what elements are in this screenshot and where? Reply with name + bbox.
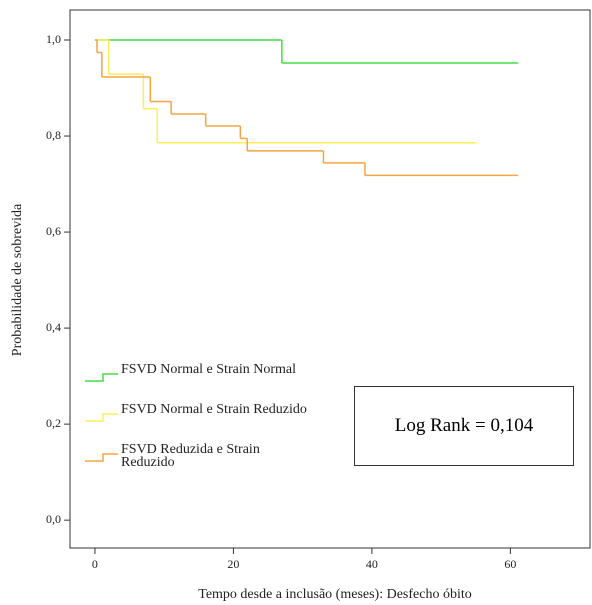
y-tick-label: 0,2 xyxy=(46,416,61,430)
annotation: Log Rank = 0,104 xyxy=(354,386,574,466)
y-axis-label: Probabilidade de sobrevida xyxy=(10,203,25,356)
y-tick-label: 0,0 xyxy=(46,512,61,526)
y-tick-label: 0,4 xyxy=(46,320,61,334)
x-axis-label: Tempo desde a inclusão (meses): Desfecho… xyxy=(198,587,472,602)
legend-label: FSVD Reduzida e Strain Reduzido xyxy=(121,442,260,470)
plot-frame xyxy=(69,9,591,549)
x-tick-label: 20 xyxy=(227,557,239,571)
x-tick-label: 0 xyxy=(92,557,98,571)
legend-icon xyxy=(85,453,118,462)
legend-label: FSVD Normal e Strain Normal xyxy=(121,362,296,377)
x-tick-label: 40 xyxy=(366,557,378,571)
legend-label: FSVD Normal e Strain Reduzido xyxy=(121,402,307,417)
y-tick-label: 0,6 xyxy=(46,224,61,238)
x-tick-label: 60 xyxy=(504,557,516,571)
y-tick-label: 0,8 xyxy=(46,128,61,142)
legend-icon xyxy=(85,413,118,422)
legend-icon xyxy=(85,373,118,382)
y-tick-label: 1,0 xyxy=(46,32,61,46)
